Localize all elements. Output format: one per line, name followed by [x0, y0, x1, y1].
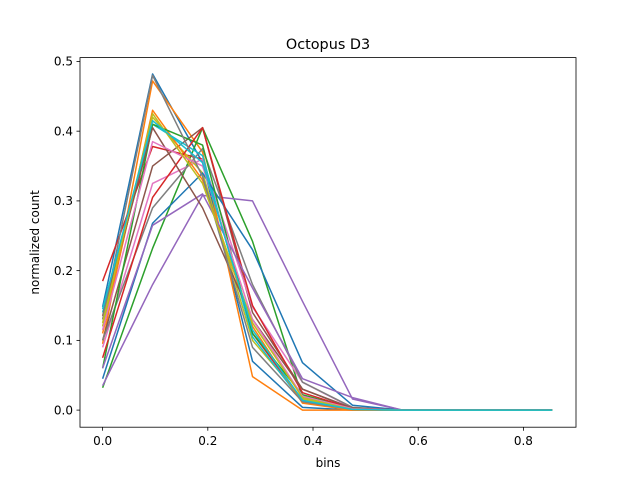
x-axis-label: bins: [316, 456, 341, 470]
x-axis: 0.0 0.2 0.4 0.6 0.8: [93, 427, 533, 448]
y-tick-label: 0.0: [54, 403, 73, 417]
x-tick-label: 0.2: [198, 434, 217, 448]
y-tick-label: 0.4: [54, 124, 73, 138]
x-tick-label: 0.4: [303, 434, 322, 448]
y-tick-label: 0.1: [54, 334, 73, 348]
y-tick-label: 0.3: [54, 194, 73, 208]
series-line-20: [101, 119, 553, 411]
y-axis: 0.0 0.1 0.2 0.3 0.4 0.5: [54, 55, 80, 417]
x-tick-label: 0.8: [514, 434, 533, 448]
chart-title: Octopus D3: [286, 37, 370, 53]
y-axis-label: normalized count: [28, 190, 42, 295]
x-tick-label: 0.6: [409, 434, 428, 448]
x-tick-label: 0.0: [93, 434, 112, 448]
plot-frame: [79, 57, 577, 428]
y-tick-label: 0.2: [54, 264, 73, 278]
y-tick-label: 0.5: [54, 55, 73, 69]
series-layer: [101, 73, 553, 411]
